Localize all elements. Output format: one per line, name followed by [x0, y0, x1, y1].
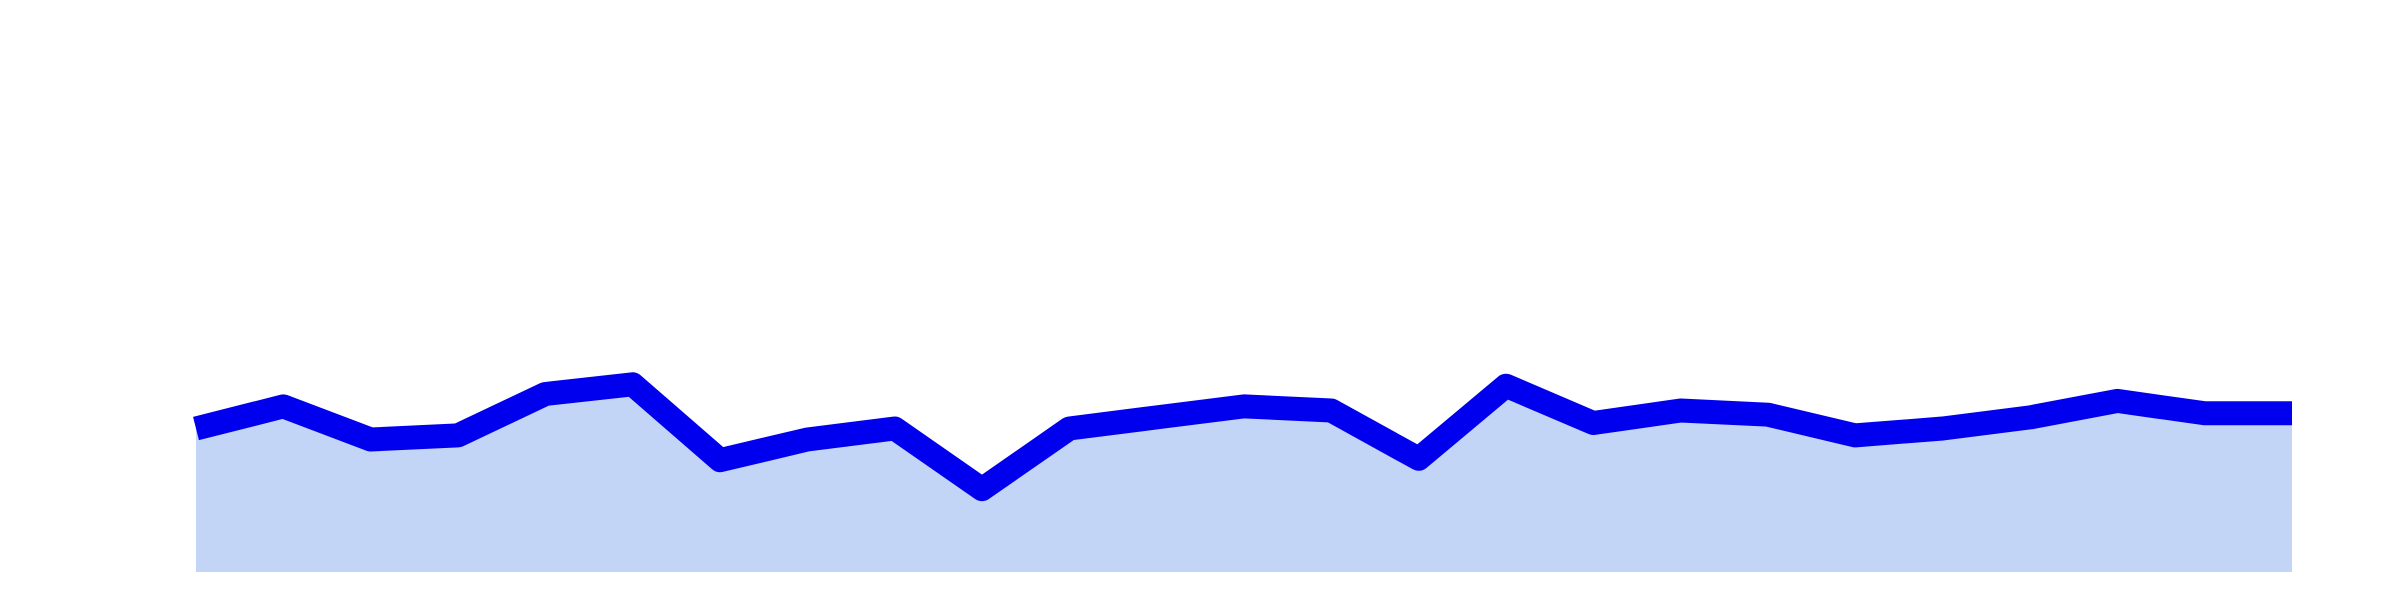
area-layer: [196, 384, 2292, 572]
series-line: [193, 372, 2292, 502]
line-layer: [193, 372, 2292, 502]
series-area: [196, 384, 2292, 572]
